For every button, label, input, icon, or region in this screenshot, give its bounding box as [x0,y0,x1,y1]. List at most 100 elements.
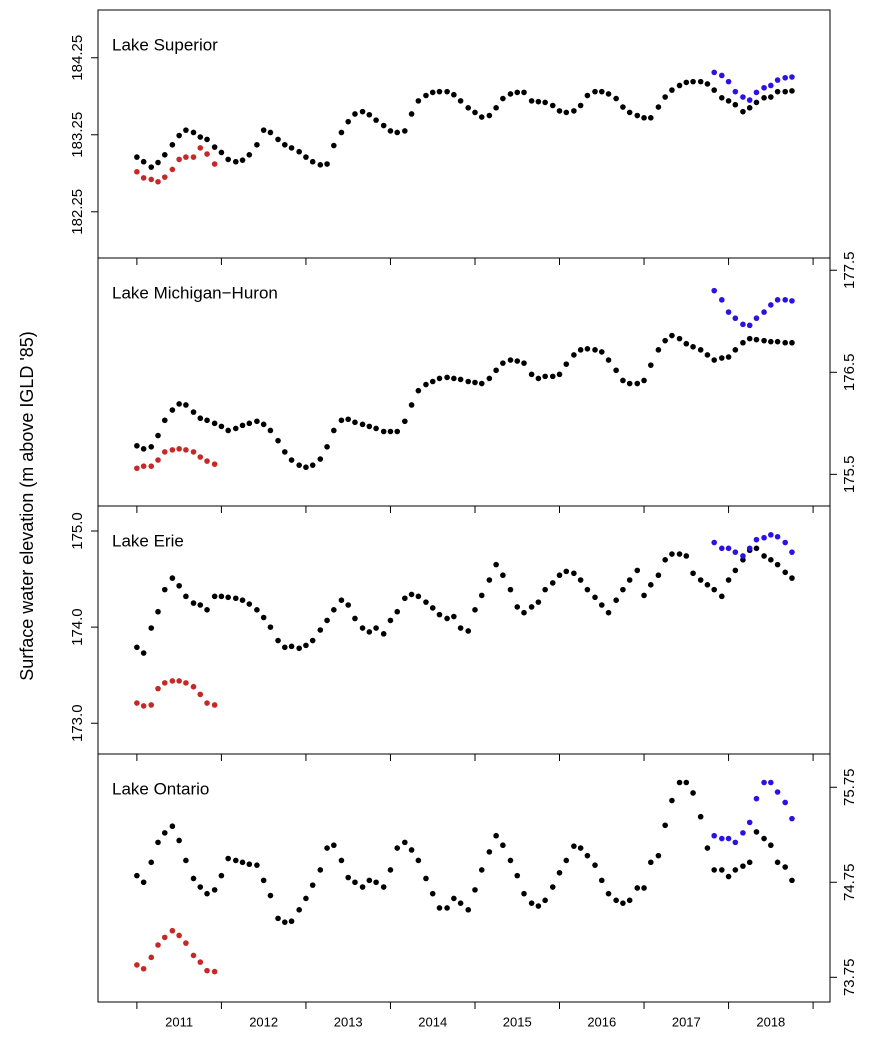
point [577,102,584,109]
point [697,78,704,85]
point [161,680,168,686]
point [204,151,210,157]
point [465,628,472,634]
point [789,575,795,581]
point [380,122,387,129]
point [183,127,189,133]
point [218,149,225,156]
point [176,837,182,844]
point [190,683,197,690]
point [155,178,161,185]
point [711,357,717,363]
x-tick-label: 2018 [756,1014,785,1029]
point [683,553,690,559]
point [359,884,366,890]
point [239,157,246,163]
panel-frame [97,753,831,1003]
point [429,378,436,385]
point [740,557,746,563]
point [746,97,753,103]
point [169,823,176,830]
point [211,968,218,975]
point [683,340,690,347]
point [183,154,189,160]
point [204,136,210,143]
point [352,615,358,622]
point [500,842,506,849]
point [789,815,795,822]
point [161,417,168,424]
x-tick-label: 2017 [672,1014,701,1029]
point [204,458,210,464]
point [140,650,147,656]
point [577,347,584,353]
point [260,614,267,621]
point [626,897,633,904]
point [655,347,662,353]
point [303,154,309,160]
point [140,463,147,469]
point [380,631,387,637]
point [556,371,563,378]
point [789,549,795,555]
point [500,360,506,366]
point [324,444,330,450]
point [605,91,612,97]
point [719,95,725,101]
point [317,456,324,462]
point [598,88,605,95]
point [662,94,668,100]
point [732,101,739,108]
point [387,428,394,435]
point [500,572,506,579]
point [598,602,605,608]
point [197,454,204,460]
point [296,645,302,652]
point [408,847,415,853]
point [761,534,767,541]
point [197,691,204,698]
point [563,361,570,367]
point [514,358,521,364]
point [176,132,182,139]
point [211,144,218,150]
point [746,322,753,329]
point [225,427,231,434]
point [239,597,246,604]
point [317,627,324,633]
point [774,533,781,540]
point [275,437,281,444]
point [563,109,570,116]
point [197,884,204,890]
point [148,164,155,170]
point [204,607,210,613]
point [183,857,189,864]
point [134,168,140,175]
point [549,884,556,890]
point [176,401,182,407]
point [683,79,690,86]
point [634,885,641,891]
point [296,907,302,913]
point [359,108,366,115]
point [662,822,668,829]
point [183,940,189,946]
point [620,900,626,906]
point [359,625,366,631]
point [725,309,732,315]
point [429,89,436,96]
point [190,952,197,959]
point [169,141,176,148]
point [366,877,373,884]
y-tick-label: 175.0 [69,512,86,550]
point [740,94,746,100]
point [331,842,337,849]
point [366,423,373,430]
point [641,885,647,891]
point [634,112,641,119]
point [768,842,774,849]
point [478,380,485,387]
point [402,595,408,602]
point [584,92,591,99]
point [436,905,443,911]
